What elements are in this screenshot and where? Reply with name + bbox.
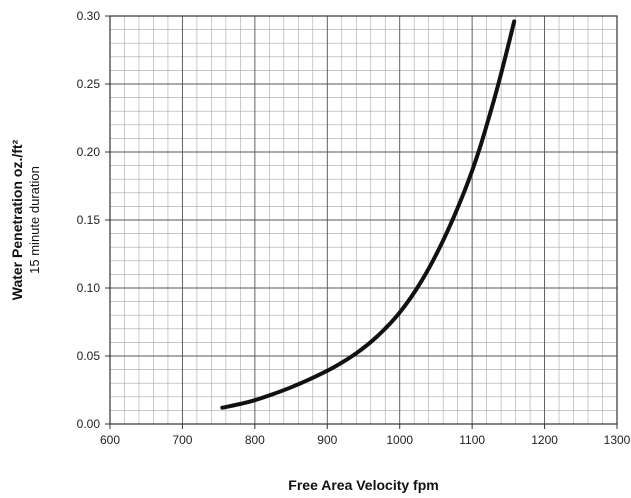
x-tick-label: 1200 (531, 433, 558, 447)
x-tick-label: 1300 (604, 433, 631, 447)
x-tick-label: 900 (317, 433, 337, 447)
x-tick-label: 1100 (459, 433, 485, 447)
y-tick-label: 0.15 (77, 213, 101, 227)
x-tick-label: 800 (245, 433, 265, 447)
y-axis-ticks: 0.00 0.05 0.10 0.15 0.20 0.25 0.30 (77, 9, 110, 431)
y-tick-label: 0.30 (77, 9, 101, 23)
x-tick-label: 1000 (386, 433, 413, 447)
x-tick-label: 700 (172, 433, 192, 447)
y-axis-title: Water Penetration oz./ft² (9, 139, 25, 300)
y-tick-label: 0.05 (77, 349, 101, 363)
x-axis-ticks: 600 700 800 900 1000 1100 1200 1300 (100, 424, 631, 447)
y-tick-label: 0.20 (77, 145, 101, 159)
y-tick-label: 0.10 (77, 281, 101, 295)
x-tick-label: 600 (100, 433, 120, 447)
major-grid (109, 15, 618, 425)
y-axis-subtitle: 15 minute duration (27, 166, 42, 274)
series-layer (220, 19, 517, 410)
y-tick-label: 0.25 (77, 77, 101, 91)
series-line (220, 19, 517, 410)
x-axis-title: Free Area Velocity fpm (288, 477, 438, 493)
y-tick-label: 0.00 (77, 417, 101, 431)
